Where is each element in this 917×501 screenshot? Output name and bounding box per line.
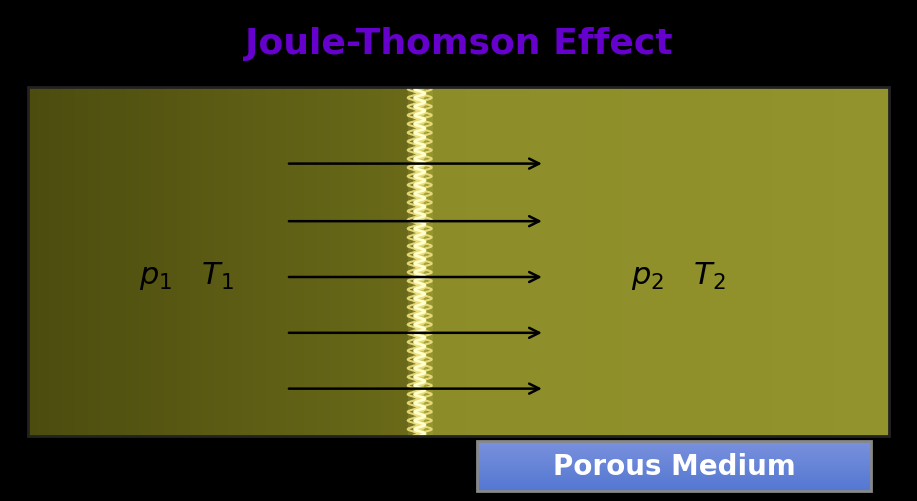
Text: $p_2$   $T_2$: $p_2$ $T_2$ (631, 260, 726, 292)
Text: Porous Medium: Porous Medium (553, 452, 795, 480)
Text: Joule-Thomson Effect: Joule-Thomson Effect (245, 27, 672, 61)
Text: $p_1$   $T_1$: $p_1$ $T_1$ (139, 260, 235, 292)
